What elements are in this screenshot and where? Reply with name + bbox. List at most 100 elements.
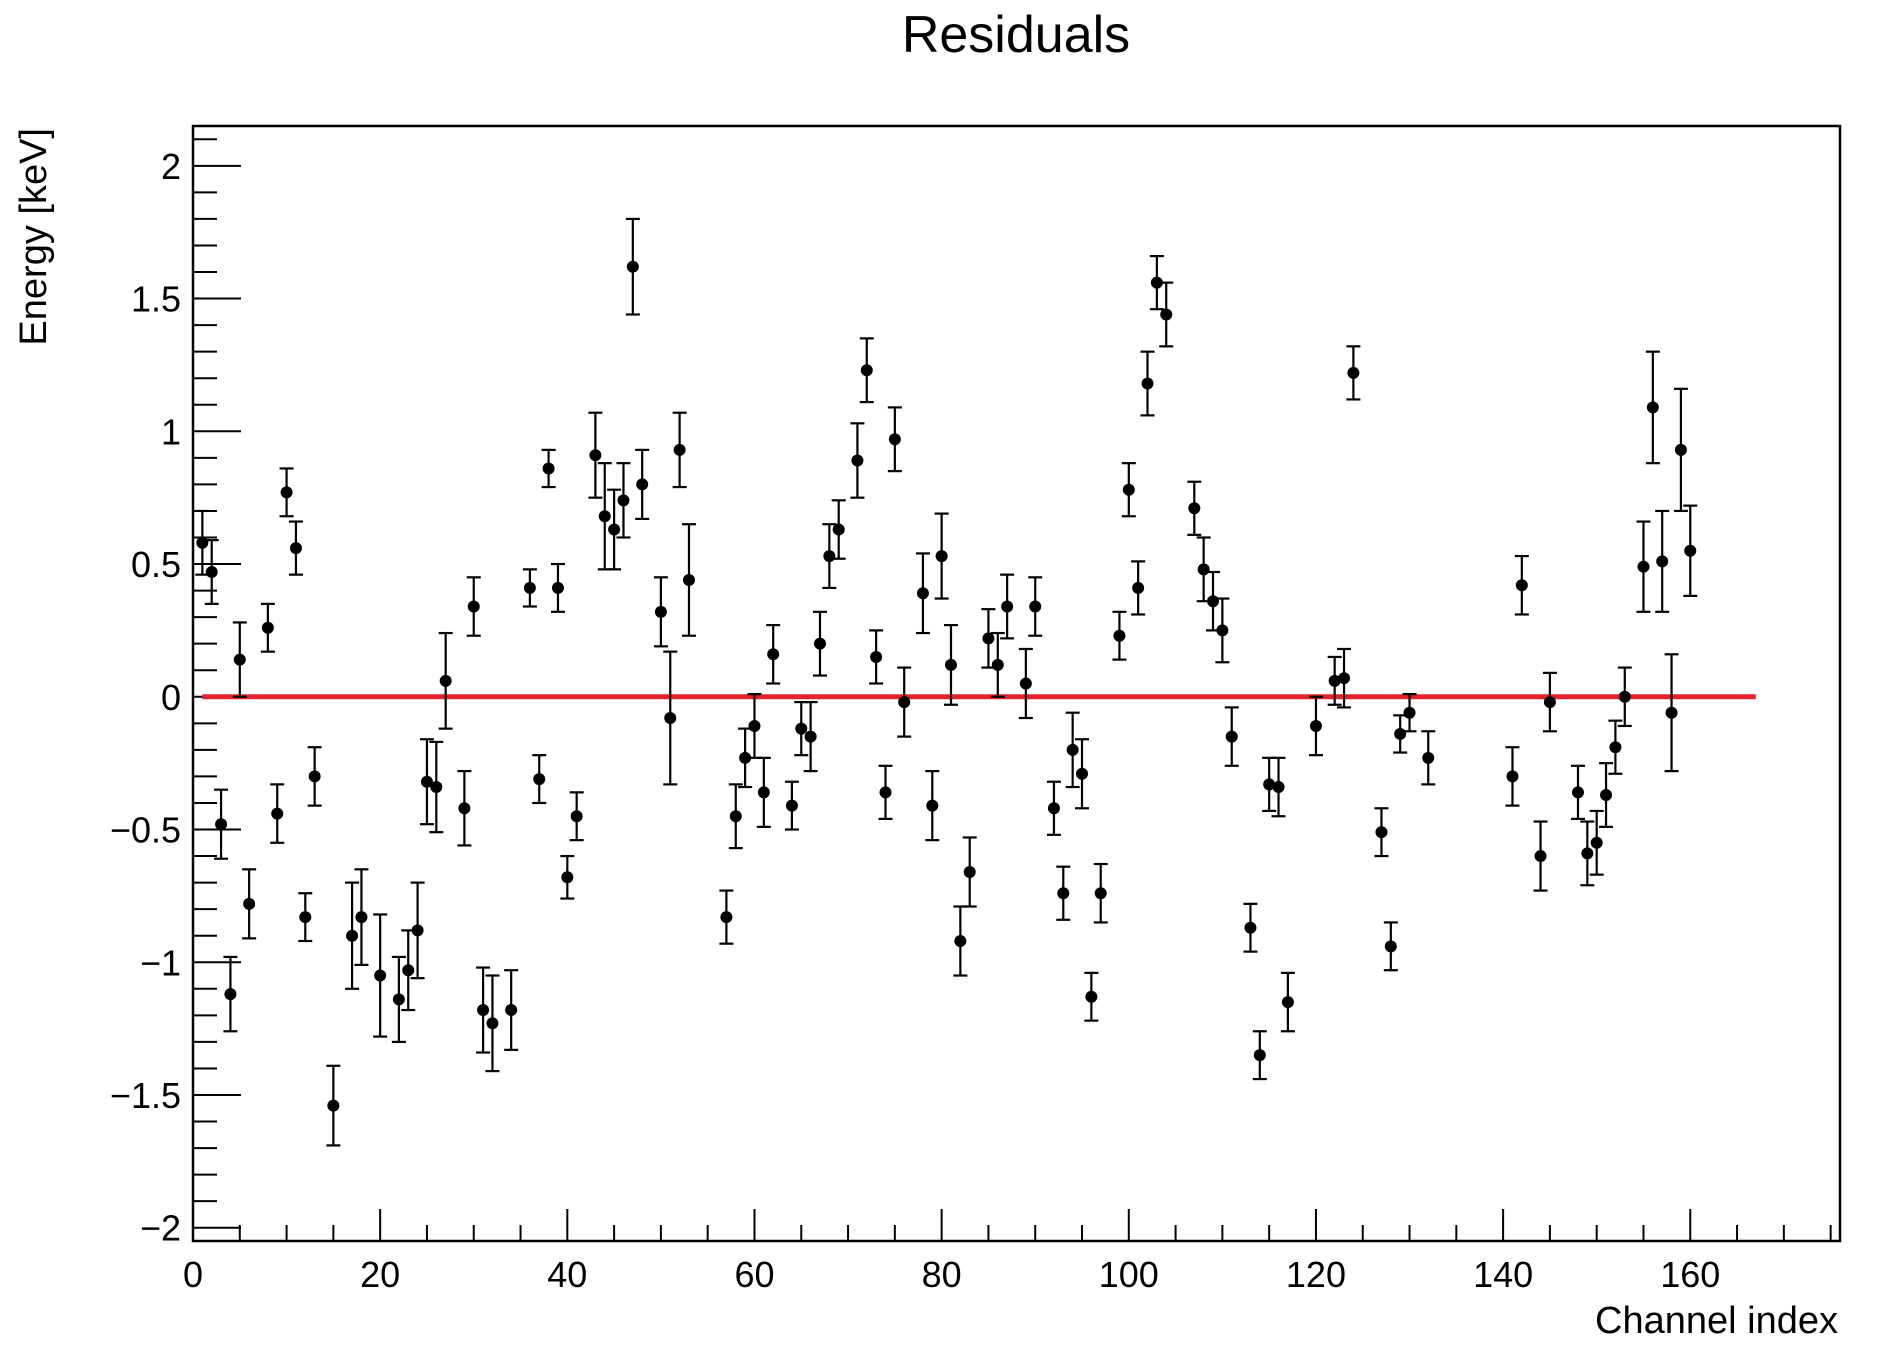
data-point	[1674, 443, 1687, 456]
data-point	[346, 929, 359, 942]
data-point	[795, 722, 808, 735]
data-point	[533, 773, 546, 786]
data-point	[870, 650, 883, 663]
data-point	[767, 648, 780, 661]
data-point	[439, 674, 452, 687]
data-point	[608, 523, 621, 536]
data-point	[682, 573, 695, 586]
data-point	[1244, 921, 1257, 934]
data-point	[1646, 401, 1659, 414]
data-point	[271, 807, 284, 820]
data-point	[1253, 1049, 1266, 1062]
data-point	[1076, 767, 1089, 780]
data-point	[1394, 727, 1407, 740]
y-tick-label: 2	[161, 146, 181, 187]
data-point	[1581, 847, 1594, 860]
data-point	[626, 260, 639, 273]
data-point	[935, 550, 948, 563]
data-point	[1188, 502, 1201, 515]
data-point	[1665, 706, 1678, 719]
data-point	[832, 523, 845, 536]
data-point	[1281, 996, 1294, 1009]
data-point	[280, 486, 293, 499]
data-point	[1515, 579, 1528, 592]
data-point	[430, 781, 443, 794]
y-tick-label: 1	[161, 411, 181, 452]
data-point	[233, 653, 246, 666]
chart-title: Residuals	[902, 6, 1130, 64]
data-point	[982, 632, 995, 645]
data-point	[1132, 581, 1145, 594]
y-tick-label: −2	[140, 1208, 181, 1249]
data-point	[991, 658, 1004, 671]
data-point	[1019, 677, 1032, 690]
x-tick-label: 0	[183, 1254, 203, 1295]
data-point	[963, 865, 976, 878]
data-point	[1422, 751, 1435, 764]
data-point	[374, 969, 387, 982]
data-point	[486, 1017, 499, 1030]
y-tick-label: 0	[161, 677, 181, 718]
x-axis-label: Channel index	[1595, 1300, 1838, 1342]
data-point	[215, 818, 228, 831]
data-point	[570, 810, 583, 823]
data-point	[458, 802, 471, 815]
data-point	[1403, 706, 1416, 719]
data-point	[1160, 308, 1173, 321]
x-tick-label: 160	[1660, 1254, 1720, 1295]
data-point	[757, 786, 770, 799]
data-point	[1609, 741, 1622, 754]
data-point	[1328, 674, 1341, 687]
data-point	[1094, 887, 1107, 900]
data-point	[224, 988, 237, 1001]
data-point	[739, 751, 752, 764]
data-point	[673, 443, 686, 456]
data-point	[1375, 826, 1388, 839]
data-point	[1197, 563, 1210, 576]
data-point	[1141, 377, 1154, 390]
data-point	[205, 566, 218, 578]
y-tick-label: 1.5	[131, 279, 181, 320]
data-point	[505, 1004, 518, 1017]
data-point	[598, 510, 611, 523]
x-tick-label: 40	[547, 1254, 587, 1295]
data-point	[1347, 366, 1360, 379]
data-point	[1047, 802, 1060, 815]
data-point	[1684, 544, 1697, 557]
data-point	[411, 924, 424, 937]
data-point	[804, 730, 817, 743]
data-point	[1534, 850, 1547, 863]
data-point	[1637, 560, 1650, 573]
data-point	[926, 799, 939, 812]
y-axis-label: Energy [keV]	[13, 128, 55, 346]
data-point	[851, 454, 864, 467]
data-point	[654, 605, 667, 618]
data-point	[1590, 836, 1603, 849]
data-point	[1150, 276, 1163, 289]
data-point	[636, 478, 649, 491]
data-point	[860, 364, 873, 377]
data-point	[1066, 743, 1079, 756]
data-point	[1618, 690, 1631, 703]
x-tick-label: 100	[1099, 1254, 1159, 1295]
data-point	[823, 550, 836, 563]
data-point	[898, 696, 911, 709]
data-point	[523, 581, 536, 594]
data-point	[243, 897, 256, 910]
data-point	[1338, 672, 1351, 685]
data-point	[1029, 600, 1042, 613]
y-tick-label: −0.5	[110, 810, 181, 851]
data-point	[1057, 887, 1070, 900]
data-point	[1600, 789, 1613, 801]
plot-frame	[191, 124, 1842, 1243]
y-tick-label: −1.5	[110, 1075, 181, 1116]
data-point	[327, 1099, 340, 1112]
y-tick-label: −1	[140, 942, 181, 983]
data-point	[954, 935, 967, 948]
data-point	[944, 658, 957, 671]
data-point	[402, 964, 415, 977]
data-point	[551, 581, 564, 594]
data-point	[748, 719, 761, 732]
